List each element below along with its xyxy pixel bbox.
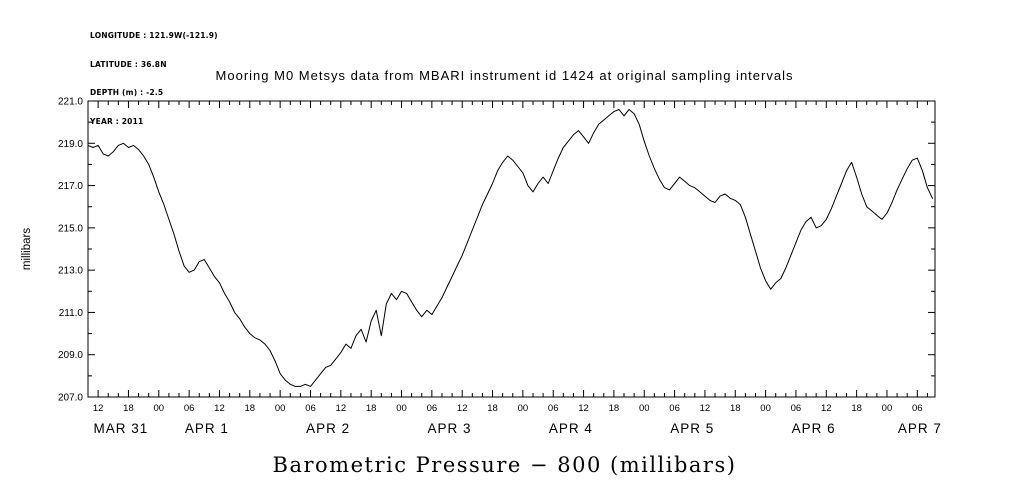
x-tick-label: 00 (396, 403, 407, 414)
y-tick-label: 213.0 (58, 266, 83, 277)
metadata-depth: DEPTH (m) : -2.5 (90, 88, 164, 97)
y-tick-label: 207.0 (58, 393, 83, 404)
date-label: APR 6 (792, 421, 836, 436)
y-axis-label: millibars (21, 228, 33, 270)
x-tick-label: 18 (851, 403, 862, 414)
metadata-longitude: LONGITUDE : 121.9W(-121.9) (90, 31, 218, 40)
chart-title: Mooring M0 Metsys data from MBARI instru… (215, 68, 794, 83)
x-tick-label: 18 (245, 403, 256, 414)
date-label: APR 3 (428, 421, 472, 436)
y-tick-label: 217.0 (58, 181, 83, 192)
x-tick-label: 18 (366, 403, 377, 414)
x-tick-label: 00 (882, 403, 893, 414)
y-tick-label: 219.0 (58, 139, 83, 150)
x-tick-label: 18 (730, 403, 741, 414)
x-tick-label: 06 (305, 403, 316, 414)
pressure-series-line (87, 109, 933, 387)
x-tick-label: 12 (700, 403, 711, 414)
x-tick-label: 00 (518, 403, 529, 414)
date-label: APR 4 (549, 421, 593, 436)
x-tick-label: 12 (578, 403, 589, 414)
x-tick-label: 00 (154, 403, 165, 414)
x-tick-label: 00 (760, 403, 771, 414)
metadata-year: YEAR : 2011 (90, 116, 144, 126)
plot-frame (87, 100, 936, 398)
y-tick-label: 215.0 (58, 223, 83, 234)
y-tick-label: 211.0 (59, 308, 84, 319)
x-tick-label: 12 (336, 403, 347, 414)
x-tick-label: 06 (791, 403, 802, 414)
x-tick-label: 06 (548, 403, 559, 414)
metadata-latitude: LATITUDE : 36.8N (90, 59, 167, 69)
x-tick-label: 12 (93, 403, 104, 414)
x-tick-label: 18 (609, 403, 620, 414)
x-tick-label: 12 (214, 403, 225, 414)
x-tick-label: 18 (487, 403, 498, 414)
x-tick-label: 06 (427, 403, 438, 414)
x-tick-label: 06 (184, 403, 195, 414)
station-metadata: LONGITUDE : 121.9W(-121.9) LATITUDE : 36… (90, 12, 218, 145)
x-tick-label: 06 (669, 403, 680, 414)
x-axis-title: Barometric Pressure − 800 (millibars) (272, 453, 737, 477)
date-label: MAR 31 (93, 421, 148, 436)
x-tick-label: 12 (821, 403, 832, 414)
date-label: APR 7 (898, 421, 942, 436)
x-tick-label: 00 (275, 403, 286, 414)
x-tick-label: 00 (639, 403, 650, 414)
y-tick-label: 221.0 (58, 97, 83, 108)
x-tick-label: 12 (457, 403, 468, 414)
y-tick-label: 209.0 (58, 350, 83, 361)
date-label: APR 2 (306, 421, 350, 436)
date-label: APR 1 (185, 421, 229, 436)
date-label: APR 5 (670, 421, 714, 436)
x-tick-label: 06 (912, 403, 923, 414)
x-tick-label: 18 (123, 403, 134, 414)
